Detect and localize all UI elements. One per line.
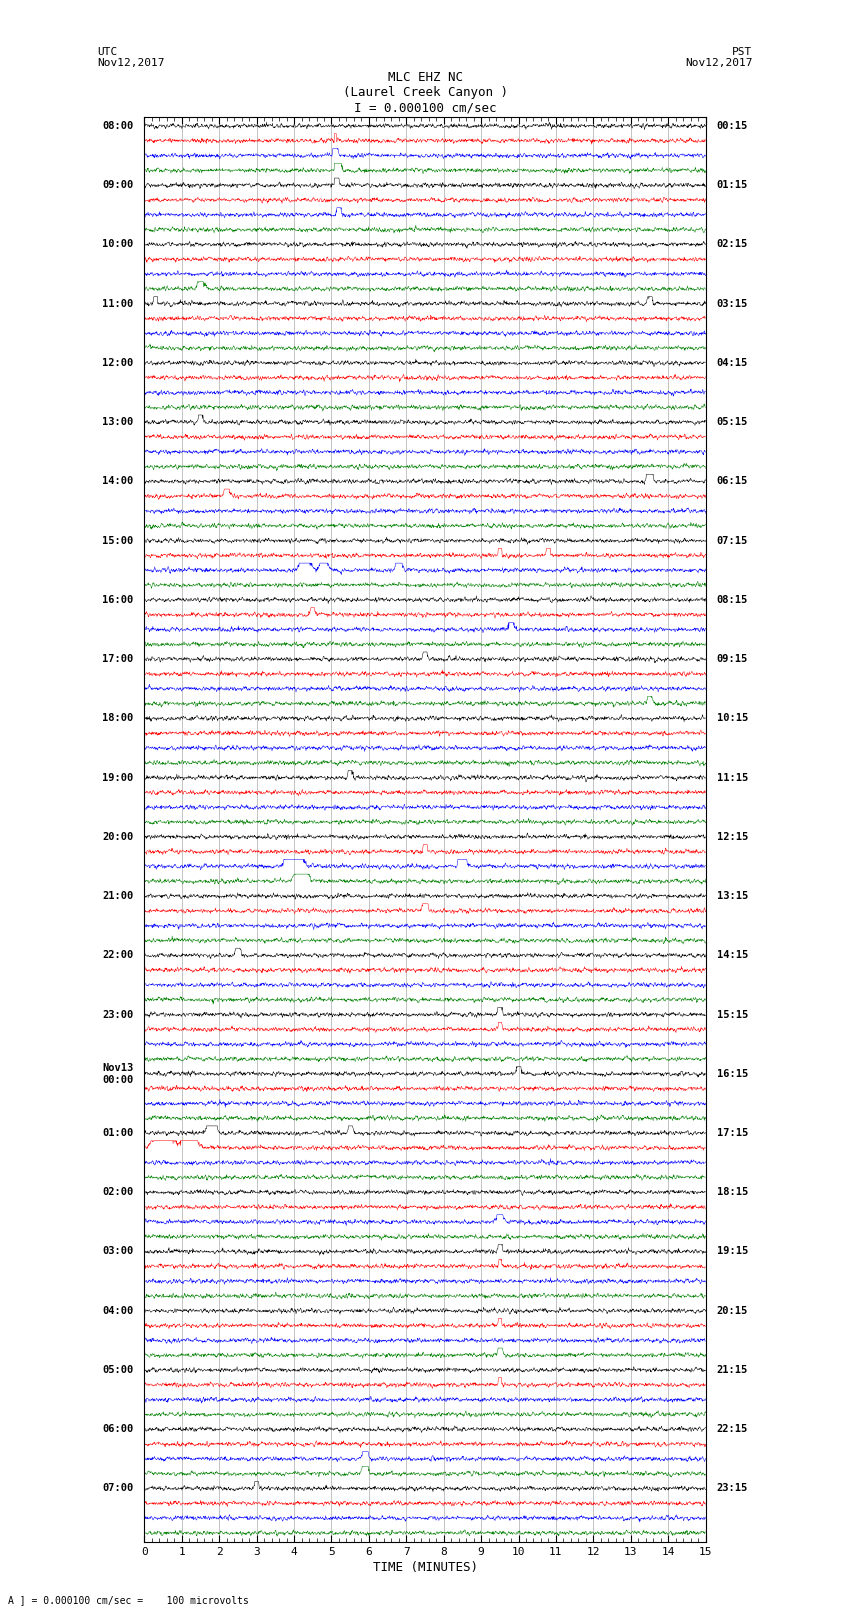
Text: 22:00: 22:00 xyxy=(102,950,133,960)
Text: 06:00: 06:00 xyxy=(102,1424,133,1434)
Text: 16:00: 16:00 xyxy=(102,595,133,605)
Text: 22:15: 22:15 xyxy=(717,1424,748,1434)
Text: 06:15: 06:15 xyxy=(717,476,748,487)
Text: 10:00: 10:00 xyxy=(102,239,133,250)
Text: Nov12,2017: Nov12,2017 xyxy=(98,58,165,68)
Text: 09:15: 09:15 xyxy=(717,655,748,665)
Text: 18:15: 18:15 xyxy=(717,1187,748,1197)
Text: 02:00: 02:00 xyxy=(102,1187,133,1197)
Text: 09:00: 09:00 xyxy=(102,181,133,190)
Text: 08:15: 08:15 xyxy=(717,595,748,605)
Text: 07:00: 07:00 xyxy=(102,1484,133,1494)
Text: A ] = 0.000100 cm/sec =    100 microvolts: A ] = 0.000100 cm/sec = 100 microvolts xyxy=(8,1595,249,1605)
Text: 11:15: 11:15 xyxy=(717,773,748,782)
Text: 07:15: 07:15 xyxy=(717,536,748,545)
Text: 16:15: 16:15 xyxy=(717,1069,748,1079)
Text: 04:00: 04:00 xyxy=(102,1307,133,1316)
Text: 21:15: 21:15 xyxy=(717,1365,748,1374)
Text: Nov12,2017: Nov12,2017 xyxy=(685,58,752,68)
X-axis label: TIME (MINUTES): TIME (MINUTES) xyxy=(372,1561,478,1574)
Text: 00:15: 00:15 xyxy=(717,121,748,131)
Text: PST: PST xyxy=(732,47,752,56)
Text: 13:15: 13:15 xyxy=(717,890,748,902)
Text: 18:00: 18:00 xyxy=(102,713,133,723)
Text: 01:00: 01:00 xyxy=(102,1127,133,1139)
Text: 17:00: 17:00 xyxy=(102,655,133,665)
Text: 17:15: 17:15 xyxy=(717,1127,748,1139)
Text: 23:00: 23:00 xyxy=(102,1010,133,1019)
Text: 20:00: 20:00 xyxy=(102,832,133,842)
Text: UTC: UTC xyxy=(98,47,118,56)
Text: Nov13
00:00: Nov13 00:00 xyxy=(102,1063,133,1084)
Text: 02:15: 02:15 xyxy=(717,239,748,250)
Text: 14:00: 14:00 xyxy=(102,476,133,487)
Text: 04:15: 04:15 xyxy=(717,358,748,368)
Text: 10:15: 10:15 xyxy=(717,713,748,723)
Text: 15:15: 15:15 xyxy=(717,1010,748,1019)
Text: 19:15: 19:15 xyxy=(717,1247,748,1257)
Text: 15:00: 15:00 xyxy=(102,536,133,545)
Text: 03:15: 03:15 xyxy=(717,298,748,308)
Text: 14:15: 14:15 xyxy=(717,950,748,960)
Text: 03:00: 03:00 xyxy=(102,1247,133,1257)
Text: 05:00: 05:00 xyxy=(102,1365,133,1374)
Text: 11:00: 11:00 xyxy=(102,298,133,308)
Text: 21:00: 21:00 xyxy=(102,890,133,902)
Text: 13:00: 13:00 xyxy=(102,418,133,427)
Text: 01:15: 01:15 xyxy=(717,181,748,190)
Text: 08:00: 08:00 xyxy=(102,121,133,131)
Text: 20:15: 20:15 xyxy=(717,1307,748,1316)
Text: 23:15: 23:15 xyxy=(717,1484,748,1494)
Text: 12:15: 12:15 xyxy=(717,832,748,842)
Text: 05:15: 05:15 xyxy=(717,418,748,427)
Title: MLC EHZ NC
(Laurel Creek Canyon )
I = 0.000100 cm/sec: MLC EHZ NC (Laurel Creek Canyon ) I = 0.… xyxy=(343,71,507,115)
Text: 19:00: 19:00 xyxy=(102,773,133,782)
Text: 12:00: 12:00 xyxy=(102,358,133,368)
